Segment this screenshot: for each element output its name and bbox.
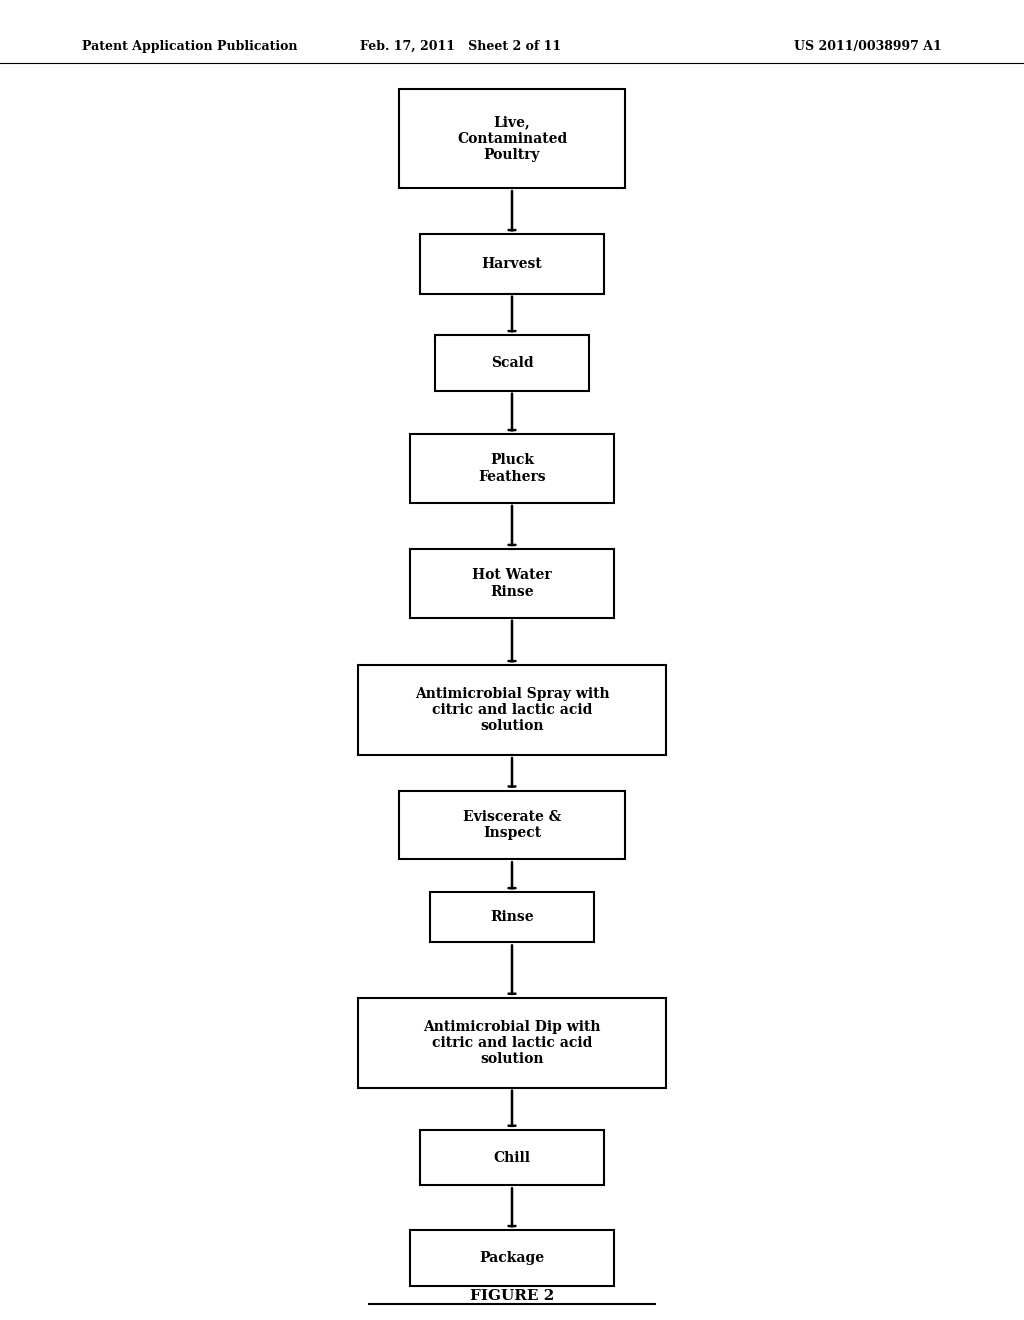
FancyBboxPatch shape <box>435 335 589 391</box>
Text: Scald: Scald <box>490 356 534 370</box>
Text: Live,
Contaminated
Poultry: Live, Contaminated Poultry <box>457 115 567 162</box>
Text: Hot Water
Rinse: Hot Water Rinse <box>472 569 552 598</box>
Text: Antimicrobial Spray with
citric and lactic acid
solution: Antimicrobial Spray with citric and lact… <box>415 686 609 734</box>
Text: Eviscerate &
Inspect: Eviscerate & Inspect <box>463 810 561 840</box>
FancyBboxPatch shape <box>410 434 614 503</box>
FancyBboxPatch shape <box>420 1130 604 1185</box>
FancyBboxPatch shape <box>358 665 666 755</box>
FancyBboxPatch shape <box>410 1230 614 1286</box>
Text: Chill: Chill <box>494 1151 530 1164</box>
Text: Patent Application Publication: Patent Application Publication <box>82 40 297 53</box>
FancyBboxPatch shape <box>399 791 625 859</box>
FancyBboxPatch shape <box>420 235 604 293</box>
Text: US 2011/0038997 A1: US 2011/0038997 A1 <box>795 40 942 53</box>
Text: Pluck
Feathers: Pluck Feathers <box>478 454 546 483</box>
FancyBboxPatch shape <box>399 88 625 187</box>
FancyBboxPatch shape <box>358 998 666 1088</box>
Text: Feb. 17, 2011   Sheet 2 of 11: Feb. 17, 2011 Sheet 2 of 11 <box>360 40 561 53</box>
Text: FIGURE 2: FIGURE 2 <box>470 1290 554 1303</box>
Text: Rinse: Rinse <box>490 911 534 924</box>
Text: Harvest: Harvest <box>481 257 543 271</box>
FancyBboxPatch shape <box>430 892 594 942</box>
Text: Antimicrobial Dip with
citric and lactic acid
solution: Antimicrobial Dip with citric and lactic… <box>423 1019 601 1067</box>
FancyBboxPatch shape <box>410 549 614 618</box>
Text: Package: Package <box>479 1251 545 1265</box>
